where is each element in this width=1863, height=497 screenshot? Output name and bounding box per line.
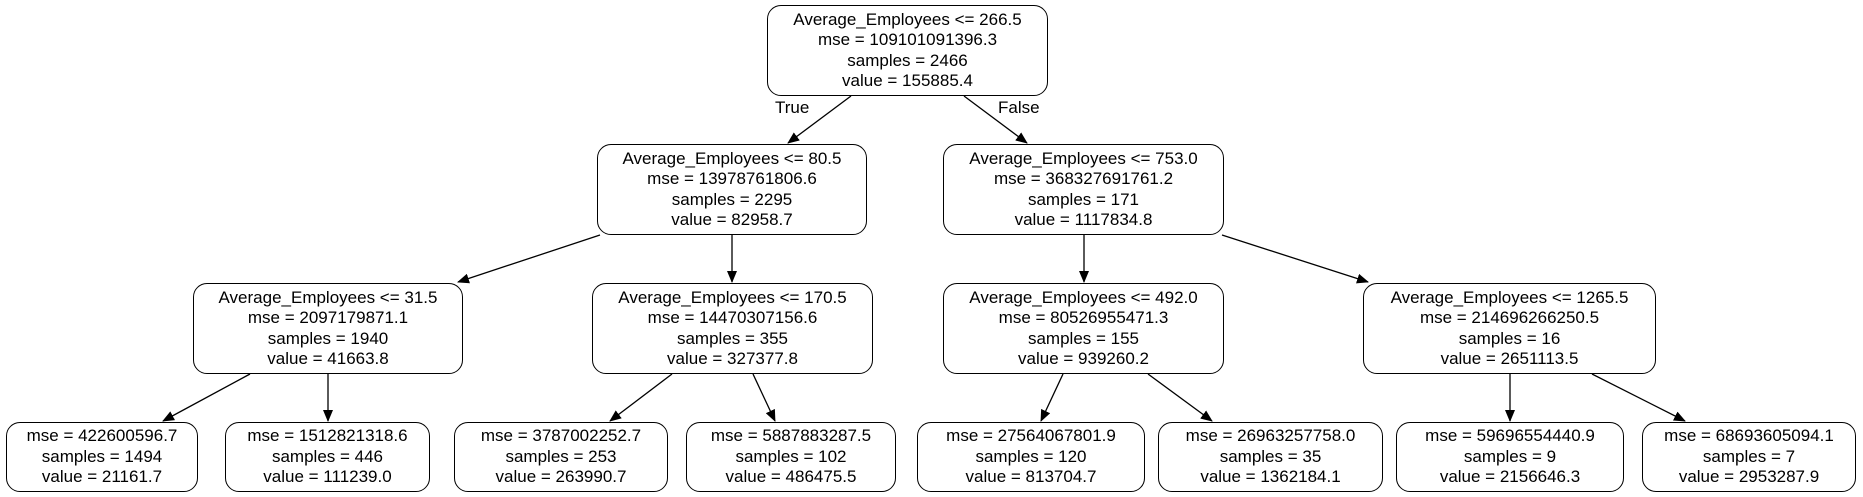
node-value: value = 41663.8 xyxy=(267,349,389,368)
edge-n4-n9 xyxy=(609,373,673,422)
tree-node-4: Average_Employees <= 170.5 mse = 1447030… xyxy=(592,283,873,374)
node-split-condition: Average_Employees <= 266.5 xyxy=(793,9,1022,29)
true-branch-label: True xyxy=(775,98,810,117)
node-mse: mse = 27564067801.9 xyxy=(946,426,1116,446)
tree-node-3: Average_Employees <= 31.5 mse = 20971798… xyxy=(193,283,463,374)
node-samples: samples = 102 xyxy=(735,446,847,466)
node-samples: samples = 1940 xyxy=(267,328,389,348)
node-value: value = 155885.4 xyxy=(842,71,973,90)
node-samples: samples = 446 xyxy=(271,446,384,466)
node-samples: samples = 7 xyxy=(1702,446,1796,466)
node-split-condition: Average_Employees <= 753.0 xyxy=(969,148,1198,168)
node-value: value = 486475.5 xyxy=(725,467,857,487)
node-mse: mse = 13978761806.6 xyxy=(647,169,817,188)
node-samples: samples = 16 xyxy=(1458,328,1561,348)
edge-n6-n14 xyxy=(1591,373,1686,422)
node-value: value = 939260.2 xyxy=(1018,349,1149,368)
tree-node-1: Average_Employees <= 80.5 mse = 13978761… xyxy=(597,144,867,235)
tree-leaf-9: mse = 3787002252.7 samples = 253 value =… xyxy=(454,422,668,492)
node-value: value = 813704.7 xyxy=(965,467,1097,487)
node-mse: mse = 214696266250.5 xyxy=(1419,308,1600,327)
node-samples: samples = 1494 xyxy=(41,446,163,466)
edge-n3-n7 xyxy=(162,373,251,422)
tree-node-root: Average_Employees <= 266.5 mse = 1091010… xyxy=(767,5,1048,96)
tree-leaf-13: mse = 59696554440.9 samples = 9 value = … xyxy=(1396,422,1624,492)
node-mse: mse = 68693605094.1 xyxy=(1664,426,1834,446)
tree-leaf-7: mse = 422600596.7 samples = 1494 value =… xyxy=(6,422,198,492)
node-samples: samples = 120 xyxy=(975,446,1087,466)
false-branch-label: False xyxy=(998,98,1040,117)
node-mse: mse = 80526955471.3 xyxy=(998,308,1169,327)
node-value: value = 82958.7 xyxy=(671,210,793,229)
node-mse: mse = 1512821318.6 xyxy=(247,426,408,446)
node-samples: samples = 2466 xyxy=(847,50,968,70)
node-value: value = 21161.7 xyxy=(41,467,163,487)
node-mse: mse = 109101091396.3 xyxy=(817,30,998,49)
node-samples: samples = 9 xyxy=(1463,446,1557,466)
node-samples: samples = 253 xyxy=(505,446,617,466)
node-mse: mse = 368327691761.2 xyxy=(993,169,1174,188)
node-samples: samples = 155 xyxy=(1027,328,1140,348)
node-split-condition: Average_Employees <= 492.0 xyxy=(969,287,1198,307)
node-split-condition: Average_Employees <= 80.5 xyxy=(622,148,842,168)
tree-leaf-12: mse = 26963257758.0 samples = 35 value =… xyxy=(1158,422,1383,492)
tree-leaf-10: mse = 5887883287.5 samples = 102 value =… xyxy=(686,422,896,492)
edge-n4-n10 xyxy=(752,373,776,422)
edge-n1-n3 xyxy=(457,234,601,284)
node-mse: mse = 14470307156.6 xyxy=(647,308,818,327)
node-samples: samples = 171 xyxy=(1027,189,1140,209)
node-value: value = 263990.7 xyxy=(495,467,627,487)
node-value: value = 111239.0 xyxy=(263,467,392,487)
edge-root-right xyxy=(963,95,1028,144)
node-value: value = 2651113.5 xyxy=(1440,349,1579,368)
node-split-condition: Average_Employees <= 170.5 xyxy=(618,287,847,307)
node-split-condition: Average_Employees <= 1265.5 xyxy=(1390,287,1629,307)
node-split-condition: Average_Employees <= 31.5 xyxy=(218,287,438,307)
node-value: value = 327377.8 xyxy=(667,349,798,368)
tree-node-5: Average_Employees <= 492.0 mse = 8052695… xyxy=(943,283,1224,374)
node-mse: mse = 59696554440.9 xyxy=(1425,426,1595,446)
node-mse: mse = 422600596.7 xyxy=(26,426,178,446)
tree-leaf-11: mse = 27564067801.9 samples = 120 value … xyxy=(917,422,1145,492)
node-mse: mse = 3787002252.7 xyxy=(480,426,642,446)
tree-node-2: Average_Employees <= 753.0 mse = 3683276… xyxy=(943,144,1224,235)
node-samples: samples = 2295 xyxy=(671,189,793,209)
tree-leaf-14: mse = 68693605094.1 samples = 7 value = … xyxy=(1642,422,1856,492)
node-samples: samples = 35 xyxy=(1219,446,1322,466)
node-value: value = 1362184.1 xyxy=(1200,467,1341,487)
node-mse: mse = 5887883287.5 xyxy=(710,426,872,446)
tree-node-6: Average_Employees <= 1265.5 mse = 214696… xyxy=(1363,283,1656,374)
tree-leaf-8: mse = 1512821318.6 samples = 446 value =… xyxy=(225,422,430,492)
node-value: value = 2156646.3 xyxy=(1439,467,1581,487)
edge-root-left xyxy=(787,95,852,144)
node-mse: mse = 26963257758.0 xyxy=(1185,426,1356,446)
node-mse: mse = 2097179871.1 xyxy=(247,308,409,327)
edge-n2-n6 xyxy=(1221,234,1369,284)
node-value: value = 2953287.9 xyxy=(1678,467,1820,487)
edge-n5-n12 xyxy=(1147,373,1213,422)
node-value: value = 1117834.8 xyxy=(1014,210,1153,229)
node-samples: samples = 355 xyxy=(676,328,789,348)
edge-n5-n11 xyxy=(1040,373,1064,422)
